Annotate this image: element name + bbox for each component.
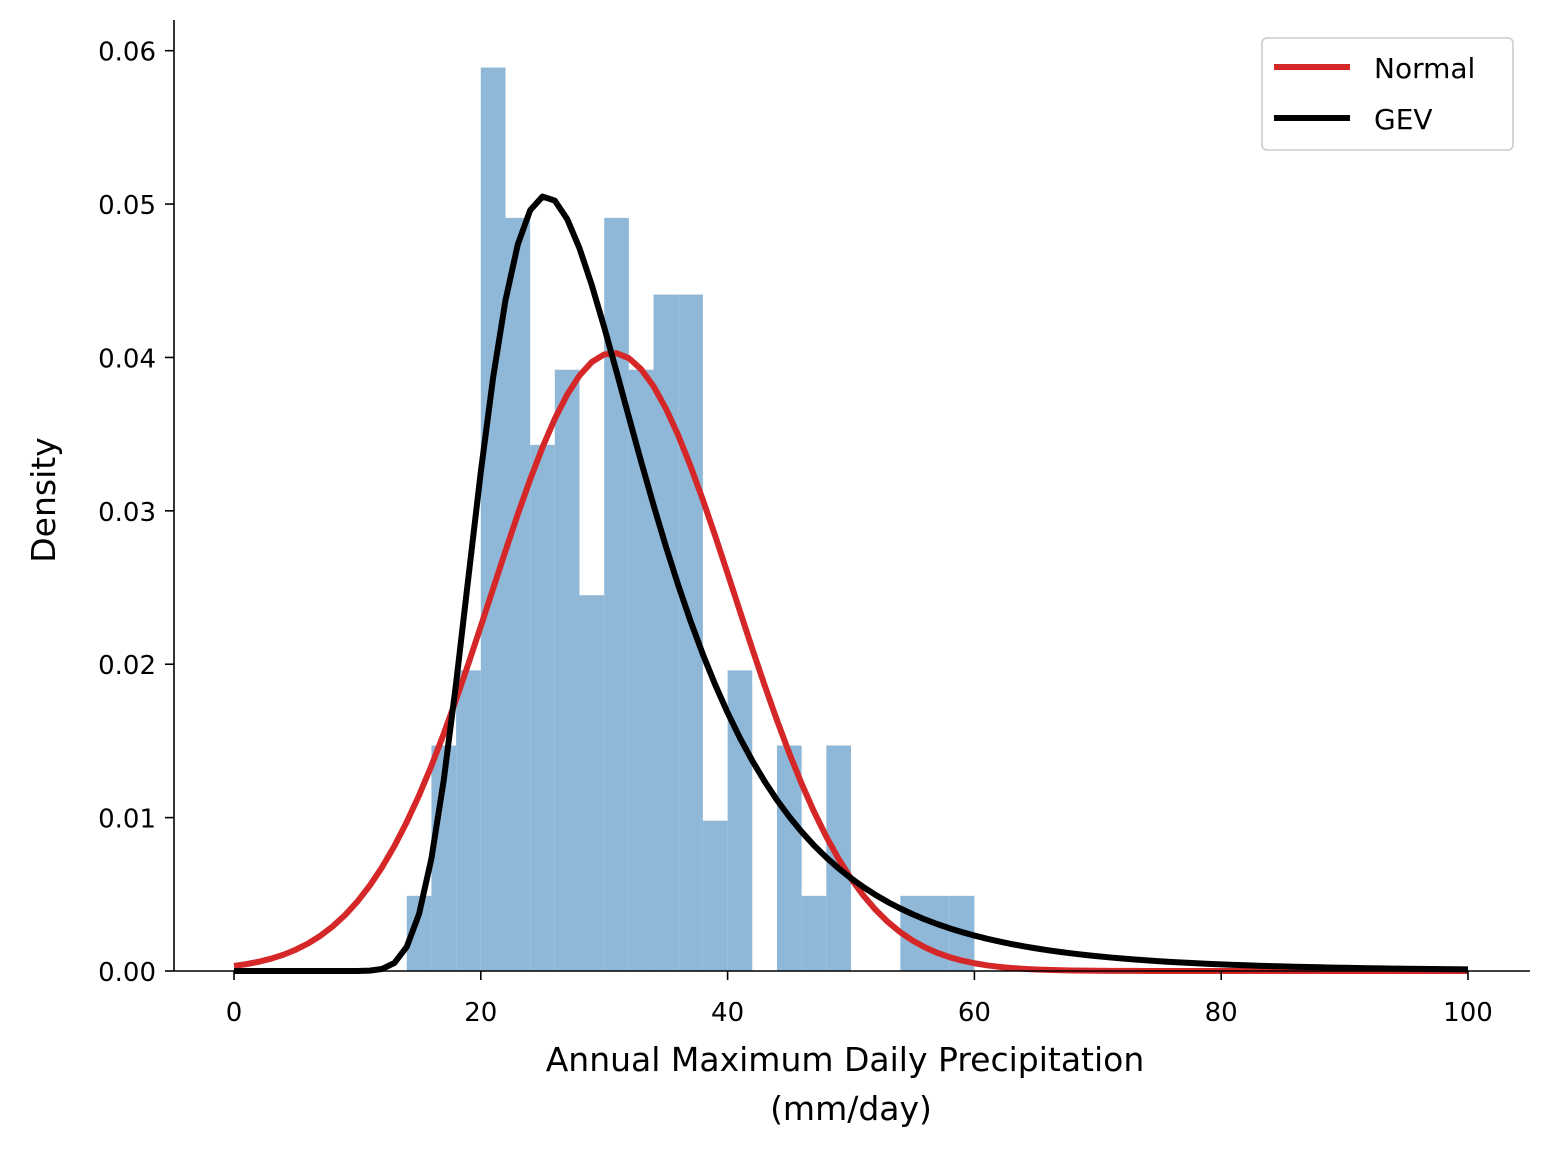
y-ticks: 0.00 0.01 0.02 0.03 0.04 0.05 0.06 (98, 38, 174, 988)
y-tick-label: 0.02 (98, 651, 156, 681)
x-tick-label: 100 (1443, 998, 1493, 1028)
histogram-bar (505, 217, 531, 971)
histogram-bar (678, 294, 703, 972)
y-tick-label: 0.04 (98, 344, 156, 374)
legend-label-normal: Normal (1374, 52, 1475, 85)
series-line-gev (234, 193, 1469, 974)
x-axis-title-line-2: (mm/day) (770, 1089, 932, 1128)
y-tick-label: 0.05 (98, 191, 156, 221)
histogram-bar (801, 895, 827, 971)
y-tick-label: 0.06 (98, 38, 156, 68)
y-tick-label: 0.01 (98, 805, 156, 835)
axes (173, 20, 1530, 972)
x-ticks: 0 20 40 60 80 100 (226, 971, 1493, 1028)
histogram-bar (925, 895, 950, 971)
x-tick-label: 0 (226, 998, 243, 1028)
histogram-bar (480, 67, 506, 972)
x-tick-label: 60 (958, 998, 991, 1028)
y-axis-title: Density (24, 437, 63, 562)
histogram-bars (406, 67, 975, 972)
histogram-bar (776, 745, 802, 971)
x-tick-label: 80 (1205, 998, 1238, 1028)
x-tick-label: 40 (711, 998, 744, 1028)
histogram-bar (456, 670, 481, 971)
histogram-bar (554, 369, 580, 971)
y-tick-label: 0.00 (98, 958, 156, 988)
x-axis-title-line-1: Annual Maximum Daily Precipitation (546, 1040, 1145, 1079)
histogram-bar (579, 595, 605, 971)
histogram-bar (530, 444, 555, 971)
x-tick-label: 20 (464, 998, 497, 1028)
histogram-bar (702, 820, 728, 971)
legend-label-gev: GEV (1374, 103, 1433, 136)
legend: Normal GEV (1261, 37, 1514, 151)
y-tick-label: 0.03 (98, 498, 156, 528)
